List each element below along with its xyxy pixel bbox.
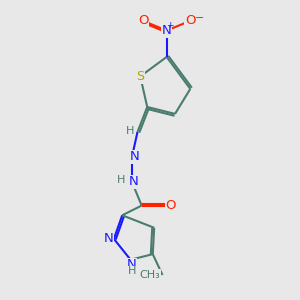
Text: H: H xyxy=(117,175,126,185)
Text: S: S xyxy=(136,70,144,83)
Text: +: + xyxy=(166,20,174,29)
Text: −: − xyxy=(194,13,204,23)
Text: H: H xyxy=(128,266,136,276)
Text: O: O xyxy=(185,14,196,27)
Text: O: O xyxy=(166,199,176,212)
Text: N: N xyxy=(130,150,140,164)
Text: H: H xyxy=(125,126,134,136)
Text: N: N xyxy=(162,24,172,37)
Text: CH₃: CH₃ xyxy=(140,270,160,280)
Text: O: O xyxy=(138,14,148,27)
Text: N: N xyxy=(128,176,138,188)
Text: N: N xyxy=(103,232,113,245)
Text: N: N xyxy=(127,258,136,271)
